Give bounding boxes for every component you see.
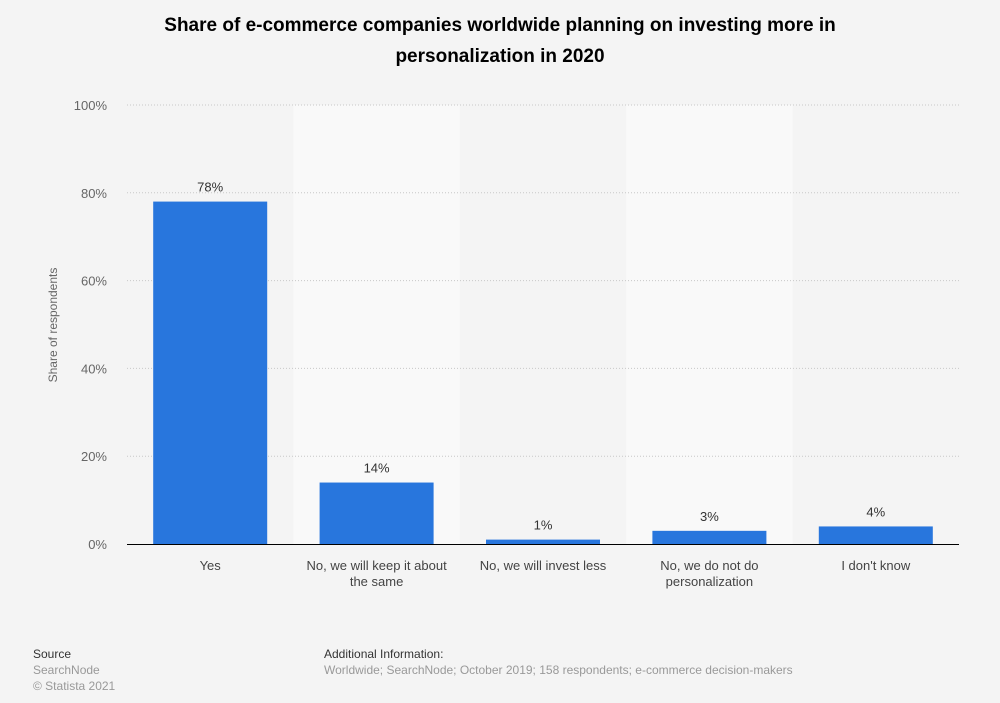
source-heading: Source bbox=[33, 647, 72, 661]
bar bbox=[818, 526, 933, 544]
x-tick-label: Yes bbox=[200, 558, 222, 573]
bar bbox=[153, 201, 268, 544]
y-tick-label: 40% bbox=[81, 361, 107, 376]
y-axis-label: Share of respondents bbox=[46, 268, 60, 383]
x-tick-label: I don't know bbox=[841, 558, 911, 573]
bar bbox=[652, 530, 767, 544]
data-label: 4% bbox=[866, 504, 885, 519]
y-tick-label: 60% bbox=[81, 274, 107, 289]
source-value: SearchNode bbox=[33, 663, 100, 677]
additional-info: Worldwide; SearchNode; October 2019; 158… bbox=[324, 663, 793, 677]
data-label: 14% bbox=[364, 461, 390, 476]
y-tick-label: 100% bbox=[74, 98, 108, 113]
x-tick-label: the same bbox=[350, 574, 403, 589]
x-tick-label: No, we do not do bbox=[660, 558, 758, 573]
category-band bbox=[626, 105, 793, 544]
category-band bbox=[293, 105, 460, 544]
data-label: 1% bbox=[534, 518, 553, 533]
x-tick-label: No, we will invest less bbox=[480, 558, 607, 573]
bar bbox=[486, 539, 600, 544]
y-tick-label: 0% bbox=[88, 537, 107, 552]
bar-chart: 0% 20% 40% 60% 80% 100% Share of respondents 78… bbox=[46, 98, 959, 589]
data-label: 3% bbox=[700, 509, 719, 524]
data-label: 78% bbox=[197, 180, 223, 195]
bar bbox=[319, 482, 434, 544]
x-tick-label: personalization bbox=[666, 574, 753, 589]
y-tick-label: 20% bbox=[81, 449, 107, 464]
copyright: © Statista 2021 bbox=[33, 679, 116, 693]
chart-title: Share of e-commerce companies worldwide … bbox=[164, 15, 836, 67]
y-tick-label: 80% bbox=[81, 186, 107, 201]
additional-info-heading: Additional Information: bbox=[324, 647, 444, 661]
x-tick-label: No, we will keep it about bbox=[307, 558, 448, 573]
